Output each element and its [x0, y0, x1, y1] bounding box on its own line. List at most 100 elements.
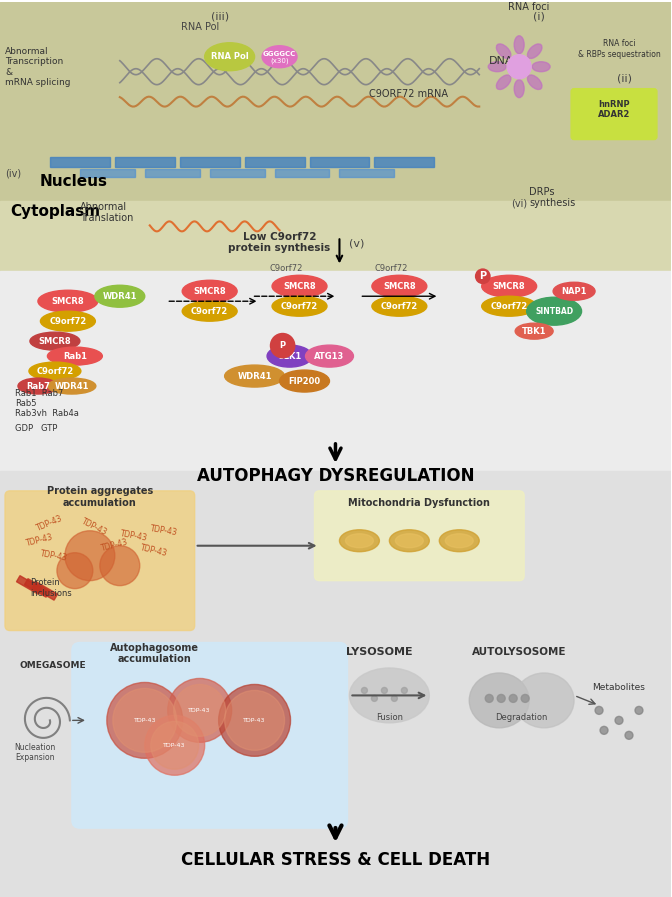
- Text: RNA foci
& RBPs sequestration: RNA foci & RBPs sequestration: [578, 39, 661, 58]
- Text: TBK1: TBK1: [522, 327, 546, 335]
- Text: SMCR8: SMCR8: [283, 282, 316, 291]
- Text: Rab3vh  Rab4a: Rab3vh Rab4a: [15, 409, 79, 418]
- Ellipse shape: [389, 530, 429, 552]
- Text: DRPs
synthesis: DRPs synthesis: [529, 187, 575, 208]
- Circle shape: [57, 553, 93, 588]
- Circle shape: [401, 687, 407, 693]
- Text: OMEGASOME: OMEGASOME: [20, 661, 87, 670]
- Circle shape: [168, 678, 232, 743]
- Text: TDP-43: TDP-43: [25, 527, 54, 548]
- Text: TDP-43: TDP-43: [100, 543, 128, 553]
- Text: TDP-43: TDP-43: [40, 545, 69, 562]
- Ellipse shape: [29, 362, 81, 380]
- Text: Fusion: Fusion: [376, 713, 403, 722]
- Text: Mitochondria Dysfunction: Mitochondria Dysfunction: [348, 498, 491, 508]
- Text: Rab5: Rab5: [15, 399, 36, 408]
- Ellipse shape: [272, 275, 327, 297]
- Bar: [17, 576, 42, 594]
- Text: TDP-43: TDP-43: [120, 532, 148, 543]
- Ellipse shape: [48, 347, 102, 365]
- Ellipse shape: [489, 62, 506, 72]
- Text: C9orf72: C9orf72: [281, 301, 318, 310]
- Text: C9orf72: C9orf72: [49, 317, 87, 326]
- Ellipse shape: [482, 296, 537, 317]
- Bar: [0, 2, 671, 202]
- Text: SMCR8: SMCR8: [194, 287, 226, 296]
- Bar: [275, 170, 329, 178]
- Text: Rab1: Rab1: [63, 352, 87, 361]
- Circle shape: [391, 695, 397, 701]
- Text: TDP-43: TDP-43: [150, 525, 178, 537]
- Text: TDP-43: TDP-43: [140, 539, 169, 558]
- Text: Abnormal
Transcription
&
mRNA splicing: Abnormal Transcription & mRNA splicing: [5, 47, 71, 87]
- Text: Cytoplasm: Cytoplasm: [10, 205, 100, 220]
- Ellipse shape: [224, 365, 284, 387]
- Bar: [374, 156, 434, 167]
- Text: LYSOSOME: LYSOSOME: [346, 648, 413, 658]
- Ellipse shape: [349, 668, 429, 723]
- FancyBboxPatch shape: [314, 491, 524, 580]
- Ellipse shape: [280, 370, 329, 392]
- Text: (v): (v): [349, 239, 365, 248]
- Circle shape: [144, 716, 205, 775]
- Circle shape: [372, 695, 378, 701]
- Ellipse shape: [446, 534, 473, 548]
- Ellipse shape: [182, 280, 237, 302]
- Text: C9orf72: C9orf72: [269, 265, 303, 274]
- Bar: [0, 471, 671, 897]
- Ellipse shape: [528, 44, 542, 58]
- Circle shape: [485, 694, 493, 702]
- Text: ULK1: ULK1: [278, 352, 302, 361]
- Ellipse shape: [30, 332, 80, 350]
- Bar: [210, 170, 265, 178]
- Ellipse shape: [272, 296, 327, 317]
- Ellipse shape: [497, 44, 511, 58]
- Bar: [24, 579, 50, 597]
- Ellipse shape: [38, 291, 98, 312]
- Text: Low C9orf72
protein synthesis: Low C9orf72 protein synthesis: [228, 231, 331, 253]
- Text: ATG13: ATG13: [314, 352, 345, 361]
- Bar: [115, 156, 175, 167]
- Ellipse shape: [515, 323, 553, 339]
- Text: C9orf72: C9orf72: [381, 301, 418, 310]
- Ellipse shape: [205, 43, 255, 71]
- FancyBboxPatch shape: [72, 642, 347, 828]
- Ellipse shape: [469, 673, 529, 727]
- Ellipse shape: [95, 285, 144, 307]
- Ellipse shape: [528, 75, 542, 90]
- Text: (vi): (vi): [511, 198, 528, 208]
- Circle shape: [521, 694, 529, 702]
- Text: AUTOPHAGY DYSREGULATION: AUTOPHAGY DYSREGULATION: [197, 466, 474, 485]
- Text: SINTBAD: SINTBAD: [535, 307, 573, 316]
- Circle shape: [625, 731, 633, 739]
- Ellipse shape: [497, 75, 511, 90]
- Text: RNA Pol: RNA Pol: [181, 22, 219, 31]
- Bar: [0, 202, 671, 271]
- Text: TDP-43: TDP-43: [80, 519, 109, 537]
- Bar: [80, 170, 135, 178]
- Circle shape: [100, 545, 140, 586]
- Text: TDP-43: TDP-43: [35, 516, 64, 533]
- Text: (i): (i): [533, 12, 545, 22]
- Text: RNA Pol: RNA Pol: [211, 52, 249, 61]
- Ellipse shape: [262, 46, 297, 67]
- Text: DNA: DNA: [489, 56, 513, 65]
- Text: Protein aggregates
accumulation: Protein aggregates accumulation: [47, 486, 153, 508]
- Text: TDP-43: TDP-43: [188, 708, 211, 713]
- Text: C9orf72: C9orf72: [36, 367, 73, 376]
- Text: TDP-43: TDP-43: [163, 743, 186, 748]
- Circle shape: [65, 531, 115, 580]
- Text: NAP1: NAP1: [561, 287, 587, 296]
- Ellipse shape: [18, 378, 58, 394]
- Bar: [339, 170, 394, 178]
- Text: SMCR8: SMCR8: [383, 282, 416, 291]
- Circle shape: [595, 707, 603, 714]
- Ellipse shape: [40, 311, 95, 331]
- Text: Nucleation: Nucleation: [14, 744, 56, 753]
- Text: (iii): (iii): [210, 12, 228, 22]
- Bar: [50, 156, 110, 167]
- Circle shape: [507, 55, 531, 79]
- Circle shape: [174, 684, 226, 736]
- Circle shape: [113, 688, 177, 753]
- Text: C9orf72: C9orf72: [191, 307, 228, 316]
